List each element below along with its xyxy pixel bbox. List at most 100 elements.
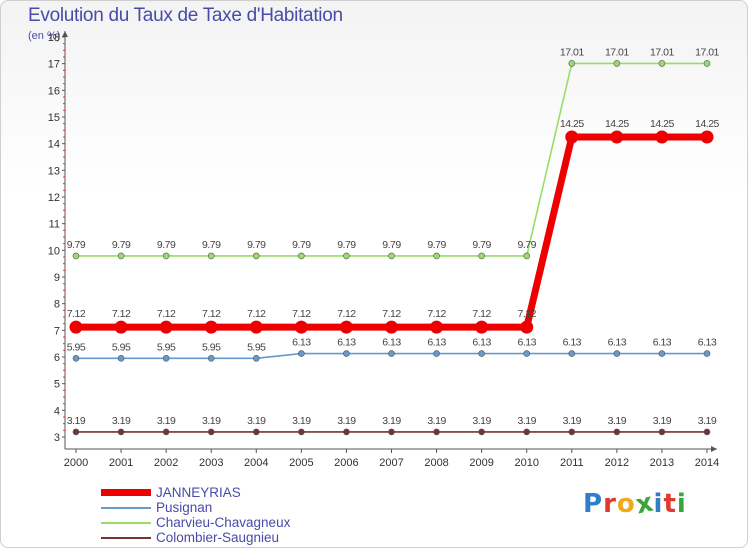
data-point-pusignan: [568, 350, 576, 357]
data-point-colombier-saugnieu: [388, 428, 395, 436]
data-label-janneyrias: 14.25: [605, 118, 629, 130]
data-label-colombier-saugnieu: 3.19: [112, 415, 131, 427]
y-tick-label: 18: [48, 32, 60, 44]
data-label-colombier-saugnieu: 3.19: [157, 415, 176, 427]
x-tick-label: 2014: [695, 457, 719, 469]
data-point-pusignan: [117, 355, 125, 362]
data-point-pusignan: [343, 350, 350, 357]
y-tick-label: 6: [54, 352, 60, 364]
data-label-pusignan: 6.13: [337, 337, 356, 349]
x-tick-label: 2008: [424, 457, 448, 469]
data-label-charvieu-chavagneux: 9.79: [472, 239, 491, 251]
x-tick-label: 2013: [650, 457, 674, 469]
data-label-colombier-saugnieu: 3.19: [698, 415, 717, 427]
y-tick-label: 8: [54, 299, 60, 311]
data-point-charvieu-chavagneux: [568, 60, 576, 67]
data-point-colombier-saugnieu: [433, 428, 440, 436]
data-label-colombier-saugnieu: 3.19: [292, 415, 311, 427]
data-point-janneyrias: [114, 320, 128, 334]
data-label-pusignan: 6.13: [292, 337, 311, 349]
data-label-janneyrias: 7.12: [157, 308, 176, 320]
data-label-charvieu-chavagneux: 17.01: [605, 46, 629, 58]
data-label-colombier-saugnieu: 3.19: [653, 415, 672, 427]
y-tick-label: 12: [48, 192, 60, 204]
legend-label-pusignan: Pusignan: [156, 500, 213, 515]
x-tick-label: 2010: [514, 457, 538, 469]
y-tick-label: 7: [54, 325, 60, 337]
x-tick-label: 2006: [334, 457, 358, 469]
y-tick-label: 9: [54, 272, 60, 284]
data-point-charvieu-chavagneux: [343, 252, 350, 260]
data-label-pusignan: 5.95: [67, 341, 86, 353]
data-point-charvieu-chavagneux: [72, 252, 80, 260]
data-point-pusignan: [72, 355, 80, 362]
data-point-charvieu-chavagneux: [433, 252, 440, 260]
data-label-janneyrias: 14.25: [560, 118, 584, 130]
data-label-pusignan: 6.13: [472, 337, 491, 349]
data-point-pusignan: [298, 350, 305, 357]
data-label-charvieu-chavagneux: 17.01: [650, 46, 674, 58]
data-point-colombier-saugnieu: [613, 428, 621, 436]
data-point-janneyrias: [385, 320, 398, 334]
x-tick-label: 2003: [199, 457, 223, 469]
data-point-pusignan: [658, 350, 666, 357]
data-label-charvieu-chavagneux: 17.01: [560, 46, 584, 58]
y-axis-arrow: [62, 31, 68, 37]
x-tick-label: 2007: [379, 457, 403, 469]
data-point-pusignan: [523, 350, 531, 357]
data-point-pusignan: [162, 355, 170, 362]
x-tick-label: 2009: [469, 457, 493, 469]
data-point-charvieu-chavagneux: [252, 252, 260, 260]
legend-swatch-janneyrias: [101, 489, 151, 496]
data-label-janneyrias: 14.25: [695, 118, 719, 130]
data-label-colombier-saugnieu: 3.19: [67, 415, 86, 427]
data-label-pusignan: 6.13: [563, 337, 582, 349]
y-tick-label: 16: [48, 85, 60, 97]
data-point-charvieu-chavagneux: [117, 252, 125, 260]
data-point-charvieu-chavagneux: [613, 60, 621, 67]
data-point-pusignan: [207, 355, 215, 362]
data-point-charvieu-chavagneux: [523, 252, 531, 260]
legend-item-charvieu-chavagneux: Charvieu-Chavagneux: [101, 515, 290, 530]
series-line-janneyrias: [72, 133, 711, 331]
data-label-colombier-saugnieu: 3.19: [563, 415, 582, 427]
data-label-colombier-saugnieu: 3.19: [427, 415, 446, 427]
data-point-colombier-saugnieu: [162, 428, 170, 436]
legend-item-pusignan: Pusignan: [101, 500, 290, 515]
data-label-charvieu-chavagneux: 9.79: [517, 239, 536, 251]
data-label-pusignan: 6.13: [427, 337, 446, 349]
legend-swatch-charvieu-chavagneux: [101, 521, 151, 524]
y-tick-label: 11: [49, 219, 60, 231]
data-point-janneyrias: [475, 320, 489, 334]
data-point-colombier-saugnieu: [207, 428, 215, 436]
data-point-charvieu-chavagneux: [388, 252, 395, 260]
data-label-pusignan: 6.13: [517, 337, 536, 349]
data-label-colombier-saugnieu: 3.19: [382, 415, 401, 427]
data-point-colombier-saugnieu: [658, 428, 666, 436]
data-point-charvieu-chavagneux: [298, 252, 305, 260]
data-point-janneyrias: [249, 320, 263, 334]
brand-logo: Proxiti: [583, 487, 687, 521]
data-point-pusignan: [478, 350, 485, 357]
y-tick-label: 10: [48, 245, 60, 257]
data-label-charvieu-chavagneux: 9.79: [292, 239, 311, 251]
data-label-janneyrias: 7.12: [67, 308, 86, 320]
data-point-pusignan: [703, 350, 711, 357]
data-point-janneyrias: [204, 320, 218, 334]
data-label-colombier-saugnieu: 3.19: [517, 415, 536, 427]
chart-legend: JANNEYRIAS Pusignan Charvieu-Chavagneux Col…: [101, 485, 290, 545]
data-label-pusignan: 5.95: [112, 341, 131, 353]
data-label-colombier-saugnieu: 3.19: [608, 415, 627, 427]
data-label-charvieu-chavagneux: 9.79: [202, 239, 221, 251]
data-point-janneyrias: [339, 320, 353, 334]
legend-label-charvieu-chavagneux: Charvieu-Chavagneux: [156, 515, 291, 530]
data-point-charvieu-chavagneux: [478, 252, 485, 260]
data-point-janneyrias: [294, 320, 308, 334]
data-point-colombier-saugnieu: [523, 428, 531, 436]
data-label-colombier-saugnieu: 3.19: [202, 415, 221, 427]
data-point-janneyrias: [69, 320, 83, 334]
data-label-pusignan: 6.13: [608, 337, 627, 349]
data-label-charvieu-chavagneux: 9.79: [337, 239, 356, 251]
